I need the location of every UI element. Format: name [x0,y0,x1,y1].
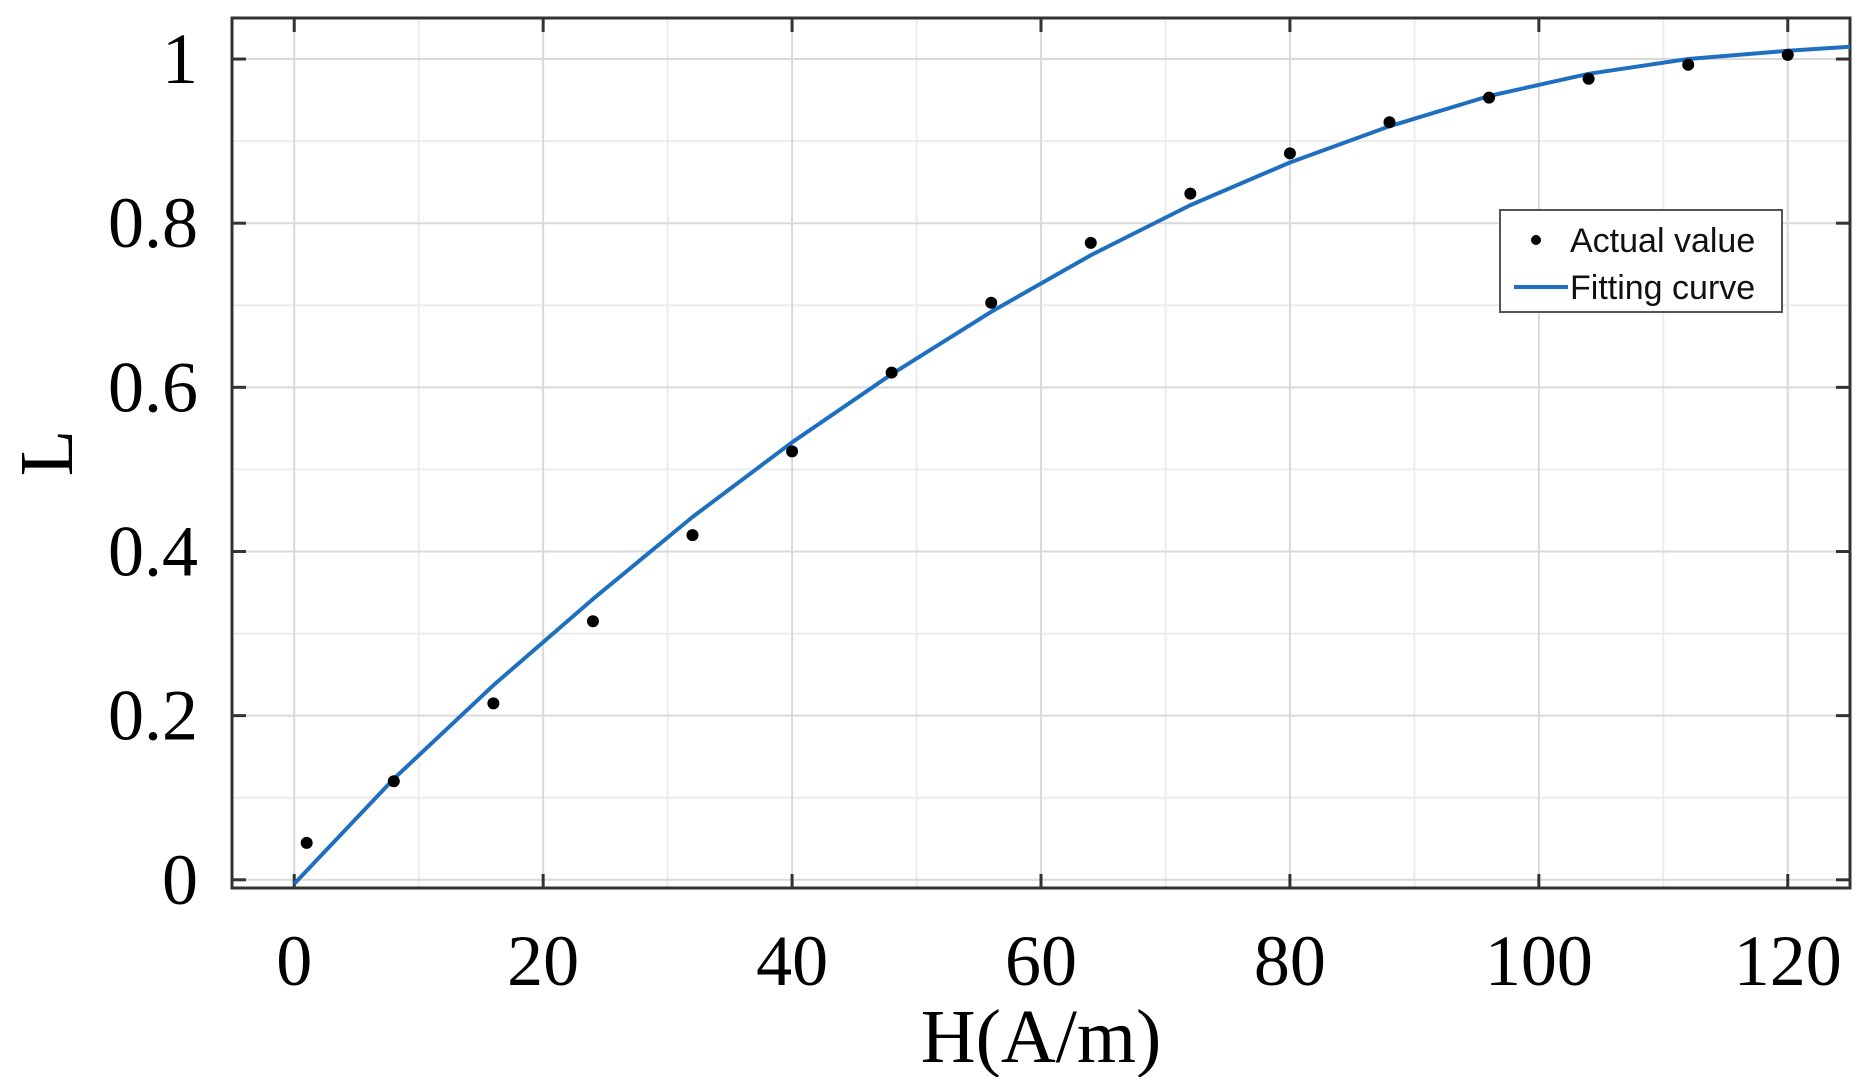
data-point [300,836,313,849]
data-point [786,445,799,458]
data-point [1383,116,1396,129]
data-point [1084,236,1097,249]
legend-box [1499,209,1783,313]
legend-marker-actual-value [1531,235,1541,245]
x-axis-tick-labels: 0 20 40 60 80 100 120 [276,921,1842,1001]
x-tick-label: 20 [507,921,579,1001]
grid [232,18,1850,888]
x-tick-label: 0 [276,921,312,1001]
y-tick-label: 0 [162,840,198,920]
legend: Actual value Fitting curve [1499,209,1783,313]
data-point [1184,187,1197,200]
x-tick-label: 40 [756,921,828,1001]
data-point [1682,58,1695,71]
y-tick-label: 0.4 [108,511,198,591]
data-point [586,615,599,628]
y-axis-title: L [5,430,89,476]
data-point [487,697,500,710]
x-axis-title: H(A/m) [921,995,1162,1077]
axis-ticks [232,18,1850,888]
legend-label-fitting-curve: Fitting curve [1570,269,1755,307]
x-tick-label: 60 [1005,921,1077,1001]
y-tick-label: 0.6 [108,347,198,427]
x-tick-label: 80 [1254,921,1326,1001]
data-point [1781,48,1794,61]
legend-label-actual-value: Actual value [1570,222,1755,260]
data-point [1483,91,1496,104]
data-point [1582,72,1595,85]
x-tick-label: 120 [1734,921,1842,1001]
y-tick-label: 0.2 [108,676,198,756]
y-tick-label: 0.8 [108,183,198,263]
data-point [985,296,998,309]
data-point [686,529,699,542]
data-point [885,366,898,379]
series-fitting-curve-line [292,44,1851,886]
data-point [1283,147,1296,160]
y-tick-label: 1 [162,19,198,99]
x-tick-label: 100 [1485,921,1593,1001]
y-axis-tick-labels: 0 0.2 0.4 0.6 0.8 1 [108,19,198,920]
data-point [387,775,400,788]
series-actual-value-points [300,48,1794,849]
